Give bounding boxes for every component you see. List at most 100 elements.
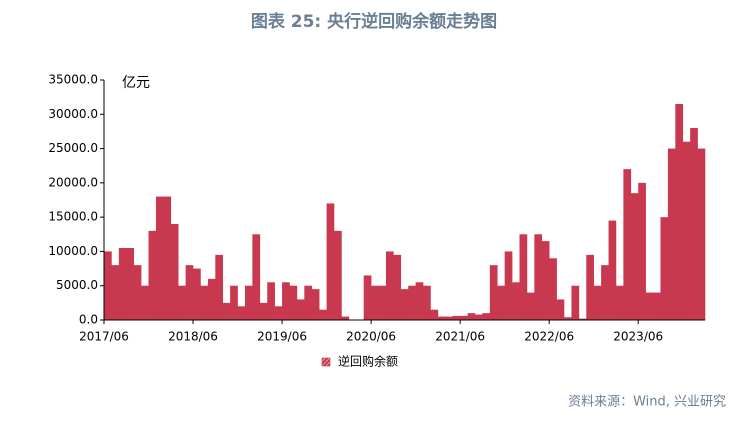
y-tick-label: 5000.0 xyxy=(56,278,98,292)
x-tick-label: 2017/06 xyxy=(79,330,129,344)
bar xyxy=(504,251,513,320)
bar xyxy=(608,220,617,320)
x-tick-label: 2018/06 xyxy=(168,330,218,344)
bar xyxy=(259,302,268,320)
bar xyxy=(133,265,142,320)
bar xyxy=(363,275,372,320)
bar xyxy=(512,282,520,320)
bar xyxy=(267,282,275,320)
chart-title: 图表 25: 央行逆回购余额走势图 xyxy=(251,11,497,32)
bar xyxy=(385,251,394,320)
bar xyxy=(564,317,572,320)
bar xyxy=(423,285,431,320)
bar xyxy=(296,299,305,320)
bar xyxy=(237,306,246,320)
bar xyxy=(282,282,290,320)
bar xyxy=(549,258,557,320)
bar xyxy=(252,234,261,320)
bar xyxy=(207,278,216,320)
bar xyxy=(638,182,646,320)
bar xyxy=(690,128,698,320)
bar xyxy=(230,285,238,320)
x-tick-label: 2023/06 xyxy=(613,330,663,344)
bar xyxy=(682,141,691,320)
bar xyxy=(697,148,706,320)
bar xyxy=(615,285,624,320)
bar xyxy=(667,148,676,320)
bar xyxy=(452,315,461,320)
bar xyxy=(244,285,253,320)
bar xyxy=(319,309,327,320)
bar xyxy=(653,292,661,320)
bar xyxy=(178,285,186,320)
y-tick-label: 15000.0 xyxy=(48,210,98,224)
legend-label: 逆回购余额 xyxy=(338,354,398,369)
bar xyxy=(289,285,298,320)
y-tick-label: 10000.0 xyxy=(48,244,98,258)
bar xyxy=(630,193,639,320)
bar xyxy=(482,313,491,320)
bar xyxy=(326,203,335,320)
y-tick-label: 30000.0 xyxy=(48,107,98,121)
bar xyxy=(222,302,231,320)
bar xyxy=(437,316,446,320)
bar xyxy=(675,104,684,320)
bar xyxy=(593,285,602,320)
bar xyxy=(460,315,468,320)
bar xyxy=(118,248,127,320)
bar xyxy=(393,254,402,320)
bar xyxy=(623,169,632,320)
bar xyxy=(601,265,609,320)
y-tick-label: 25000.0 xyxy=(48,141,98,155)
x-tick-label: 2021/06 xyxy=(435,330,485,344)
bar xyxy=(415,282,424,320)
y-tick-label: 20000.0 xyxy=(48,175,98,189)
x-tick-label: 2022/06 xyxy=(524,330,574,344)
x-tick-label: 2019/06 xyxy=(257,330,307,344)
bar xyxy=(474,314,483,320)
bar xyxy=(541,241,550,320)
bar xyxy=(400,289,409,320)
bar xyxy=(586,254,595,320)
bar xyxy=(111,265,120,320)
bar xyxy=(141,285,149,320)
y-axis-label: 亿元 xyxy=(122,75,150,91)
bar xyxy=(163,196,172,320)
bar xyxy=(378,285,387,320)
bar xyxy=(445,316,454,320)
bar xyxy=(534,234,543,320)
bar xyxy=(497,285,505,320)
bar xyxy=(311,289,320,320)
bar xyxy=(571,285,580,320)
bar xyxy=(155,196,164,320)
legend-swatch xyxy=(321,357,331,367)
bar xyxy=(274,306,283,320)
bar xyxy=(371,285,379,320)
bar xyxy=(489,265,498,320)
bar xyxy=(430,309,439,320)
source: 资料来源：Wind, 兴业研究 xyxy=(568,395,726,410)
bar xyxy=(645,292,654,320)
y-tick-label: 35000.0 xyxy=(48,73,98,87)
bar xyxy=(519,234,528,320)
y-tick-label: 0.0 xyxy=(79,313,98,327)
bar xyxy=(170,224,179,320)
bar xyxy=(660,217,669,320)
bar xyxy=(467,313,476,320)
bar xyxy=(104,251,112,320)
x-tick-label: 2020/06 xyxy=(346,330,396,344)
bar xyxy=(200,285,209,320)
bar xyxy=(556,299,565,320)
bar xyxy=(526,292,535,320)
bar xyxy=(215,254,224,320)
bar xyxy=(193,268,201,320)
bar xyxy=(334,230,342,320)
bar xyxy=(341,316,350,320)
bar xyxy=(148,230,157,320)
bar xyxy=(185,265,194,320)
bar xyxy=(304,285,313,320)
bar xyxy=(126,248,134,320)
bar xyxy=(578,318,587,320)
